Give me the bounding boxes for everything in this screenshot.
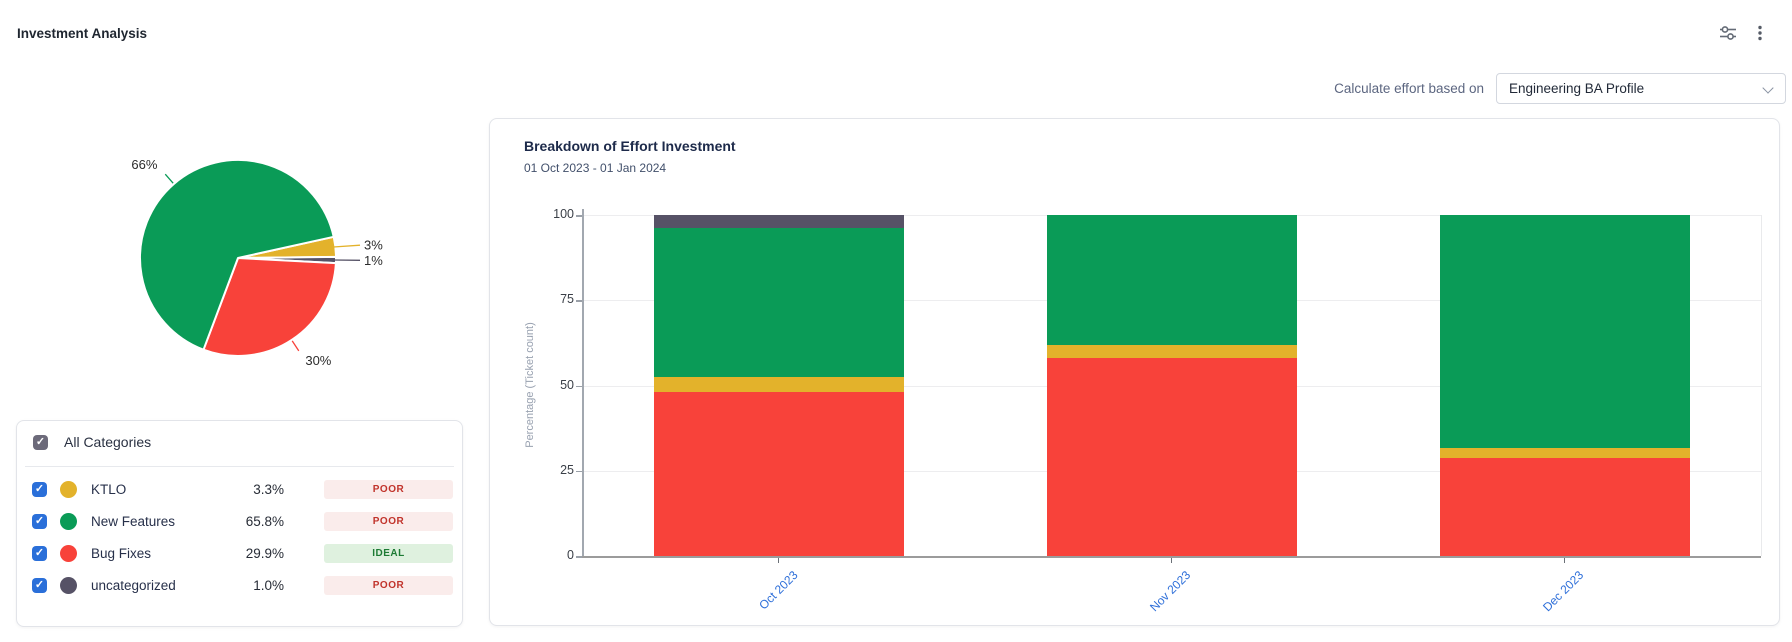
y-axis-tick-label: 100 [553,207,574,221]
x-axis-label[interactable]: Dec 2023 [1540,568,1587,615]
x-tick-mark [1170,558,1173,563]
category-percent: 29.9% [245,546,284,561]
pie-slice[interactable] [202,257,337,357]
y-axis-tick-label: 0 [567,548,574,562]
bar-chart-title: Breakdown of Effort Investment [524,138,736,154]
x-axis-label[interactable]: Oct 2023 [756,568,801,613]
category-row[interactable]: ✓ uncategorized 1.0% POOR [17,570,462,602]
status-badge: IDEAL [324,544,453,563]
pie-leader-line [164,173,174,184]
bar-segment[interactable] [1046,215,1297,345]
investment-pie-chart: 3%1% 30% 66% [131,157,383,368]
bar-segment[interactable] [1439,457,1690,556]
filter-settings-button[interactable] [1716,21,1740,45]
category-row[interactable]: ✓ New Features 65.8% POOR [17,506,462,538]
category-panel: ✓ All Categories ✓ KTLO 3.3% POOR ✓ New Featu… [16,420,463,627]
bar-segment[interactable] [653,228,904,378]
profile-select-value: Engineering BA Profile [1509,81,1645,96]
pie-leader-line [333,244,361,248]
status-badge: POOR [324,576,453,595]
more-menu-button[interactable] [1748,21,1772,45]
sliders-icon [1720,26,1736,40]
x-tick-mark [1563,558,1566,563]
category-percent: 1.0% [253,578,284,593]
y-axis-tick-label: 25 [560,462,574,477]
y-tick-mark [576,215,582,217]
x-tick-mark [777,558,780,563]
category-checkbox[interactable]: ✓ [32,578,47,593]
bar-chart-date-range: 01 Oct 2023 - 01 Jan 2024 [524,161,667,175]
pie-slice[interactable] [139,159,335,351]
category-checkbox[interactable]: ✓ [32,546,47,561]
page-title: Investment Analysis [17,26,148,41]
y-tick-mark [576,385,582,387]
bar-segment[interactable] [1046,358,1297,556]
profile-select[interactable]: Engineering BA Profile [1496,73,1786,104]
chevron-down-icon [1762,82,1774,94]
category-percent: 65.8% [245,514,284,529]
panel-divider [25,466,454,467]
category-percent: 3.3% [253,482,284,497]
y-axis-tick-label: 75 [560,292,574,307]
bar-segment[interactable] [1439,447,1690,458]
category-color-dot [60,577,77,594]
all-categories-checkbox[interactable]: ✓ [33,434,48,450]
all-categories-row[interactable]: ✓ All Categories [33,434,151,450]
bar-segment[interactable] [1439,215,1690,448]
y-tick-mark [576,470,582,473]
pie-label: 1% [364,253,383,268]
pie-label: 66% [131,157,157,172]
plot-right-border [1761,215,1762,556]
y-axis-tick-label: 50 [560,377,574,392]
category-color-dot [60,545,77,562]
y-axis-line [582,209,584,556]
y-tick-mark [576,556,582,558]
calculate-effort-label: Calculate effort based on [1334,81,1484,96]
y-tick-mark [576,300,582,302]
bar-segment[interactable] [653,377,904,393]
category-row[interactable]: ✓ KTLO 3.3% POOR [17,474,462,506]
category-checkbox[interactable]: ✓ [32,482,47,497]
category-color-dot [60,513,77,530]
x-axis-line [582,556,1761,558]
pie-leader-line [291,340,300,352]
all-categories-label: All Categories [64,434,152,450]
category-label: Bug Fixes [91,546,152,561]
bar-segment[interactable] [653,215,904,229]
status-badge: POOR [324,480,453,499]
pie-label: 30% [305,353,331,368]
category-label: KTLO [91,482,127,497]
category-label: New Features [91,514,176,529]
category-row[interactable]: ✓ Bug Fixes 29.9% IDEAL [17,538,462,570]
category-checkbox[interactable]: ✓ [32,514,47,529]
category-color-dot [60,481,77,498]
bar-segment[interactable] [653,392,904,556]
status-badge: POOR [324,512,453,531]
bar-segment[interactable] [1046,344,1297,359]
pie-label: 3% [364,238,383,253]
x-axis-label[interactable]: Nov 2023 [1147,568,1194,615]
kebab-menu-icon [1758,25,1762,41]
category-label: uncategorized [91,578,176,593]
effort-breakdown-card: Breakdown of Effort Investment 01 Oct 20… [489,118,1780,626]
